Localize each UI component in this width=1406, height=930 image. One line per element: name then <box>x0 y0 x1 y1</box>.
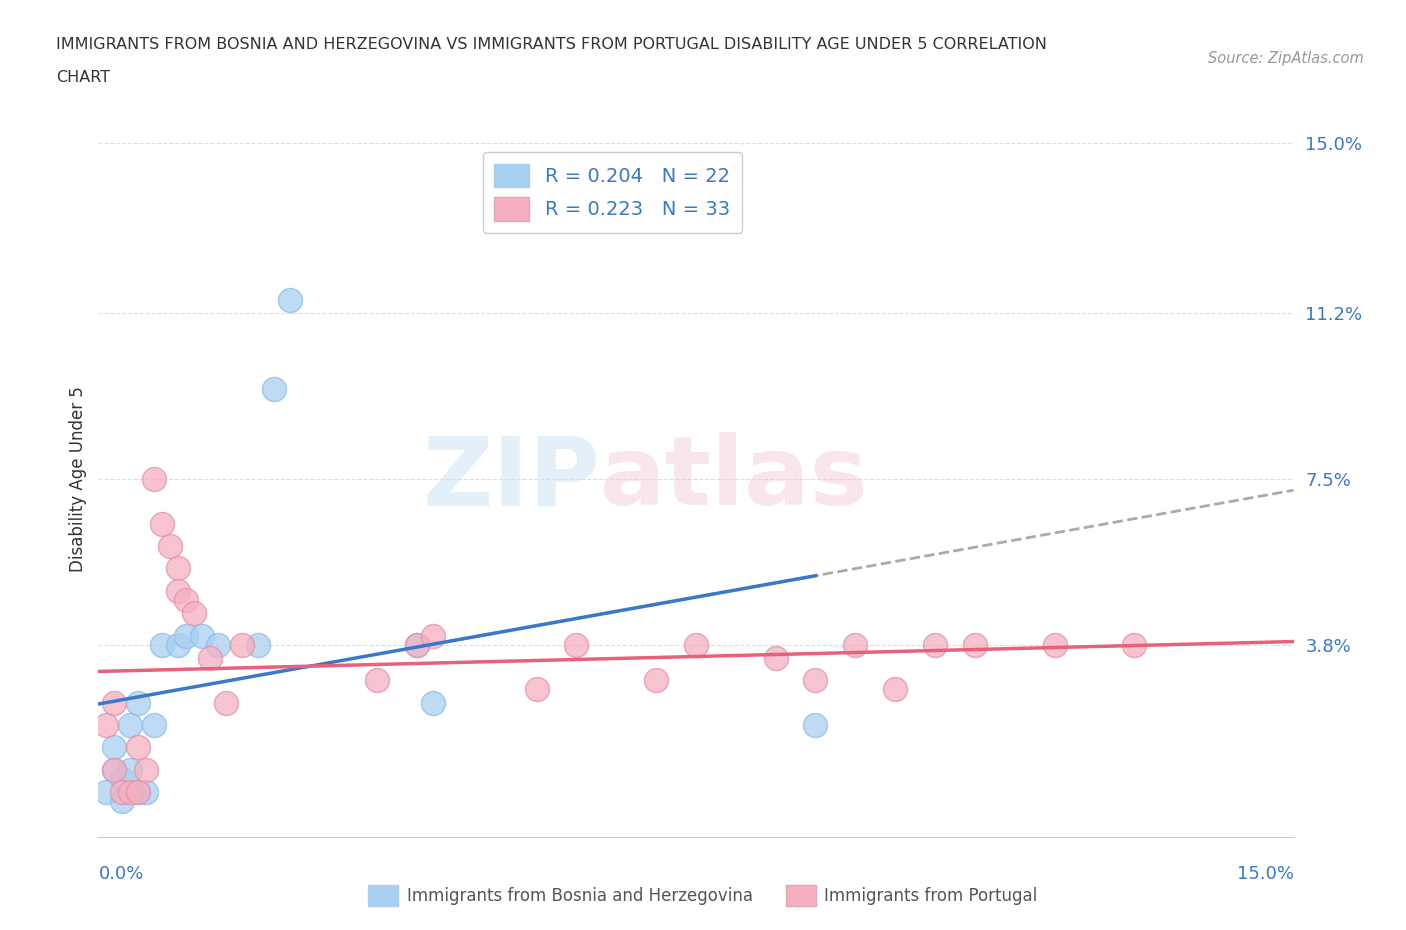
Point <box>174 628 197 643</box>
Point <box>111 785 134 800</box>
Point <box>150 516 173 531</box>
Point <box>167 583 190 598</box>
Point <box>167 561 190 576</box>
Point <box>103 763 125 777</box>
Point <box>111 794 134 809</box>
Text: CHART: CHART <box>56 70 110 85</box>
Point <box>150 637 173 652</box>
Text: Source: ZipAtlas.com: Source: ZipAtlas.com <box>1208 51 1364 66</box>
Y-axis label: Disability Age Under 5: Disability Age Under 5 <box>69 386 87 572</box>
Point <box>120 718 142 733</box>
Point <box>406 637 429 652</box>
Point <box>844 637 866 652</box>
Point <box>127 785 149 800</box>
Point <box>103 740 125 755</box>
Legend: Immigrants from Bosnia and Herzegovina, Immigrants from Portugal: Immigrants from Bosnia and Herzegovina, … <box>361 879 1045 912</box>
Point <box>127 696 149 711</box>
Point <box>1123 637 1146 652</box>
Point <box>183 605 205 620</box>
Point <box>422 696 444 711</box>
Point <box>526 682 548 697</box>
Point <box>278 293 301 308</box>
Point <box>366 673 388 688</box>
Point <box>159 538 181 553</box>
Point <box>174 592 197 607</box>
Point <box>263 382 285 397</box>
Point <box>804 673 827 688</box>
Point <box>135 763 157 777</box>
Point <box>685 637 707 652</box>
Point <box>406 637 429 652</box>
Text: atlas: atlas <box>600 432 869 525</box>
Point <box>127 740 149 755</box>
Text: 15.0%: 15.0% <box>1236 865 1294 883</box>
Text: ZIP: ZIP <box>422 432 600 525</box>
Point <box>96 718 118 733</box>
Point <box>422 628 444 643</box>
Point <box>111 771 134 786</box>
Point <box>143 718 166 733</box>
Point <box>120 763 142 777</box>
Point <box>924 637 946 652</box>
Point <box>765 651 787 666</box>
Text: IMMIGRANTS FROM BOSNIA AND HERZEGOVINA VS IMMIGRANTS FROM PORTUGAL DISABILITY AG: IMMIGRANTS FROM BOSNIA AND HERZEGOVINA V… <box>56 37 1047 52</box>
Point <box>143 472 166 486</box>
Point <box>804 718 827 733</box>
Point <box>135 785 157 800</box>
Point <box>127 785 149 800</box>
Point <box>103 763 125 777</box>
Legend: R = 0.204   N = 22, R = 0.223   N = 33: R = 0.204 N = 22, R = 0.223 N = 33 <box>482 153 742 232</box>
Point <box>207 637 229 652</box>
Point <box>246 637 269 652</box>
Point <box>231 637 253 652</box>
Point <box>191 628 214 643</box>
Point <box>215 696 238 711</box>
Point <box>645 673 668 688</box>
Point <box>884 682 907 697</box>
Point <box>565 637 588 652</box>
Text: 0.0%: 0.0% <box>98 865 143 883</box>
Point <box>120 785 142 800</box>
Point <box>103 696 125 711</box>
Point <box>1043 637 1066 652</box>
Point <box>963 637 986 652</box>
Point <box>198 651 221 666</box>
Point <box>167 637 190 652</box>
Point <box>96 785 118 800</box>
